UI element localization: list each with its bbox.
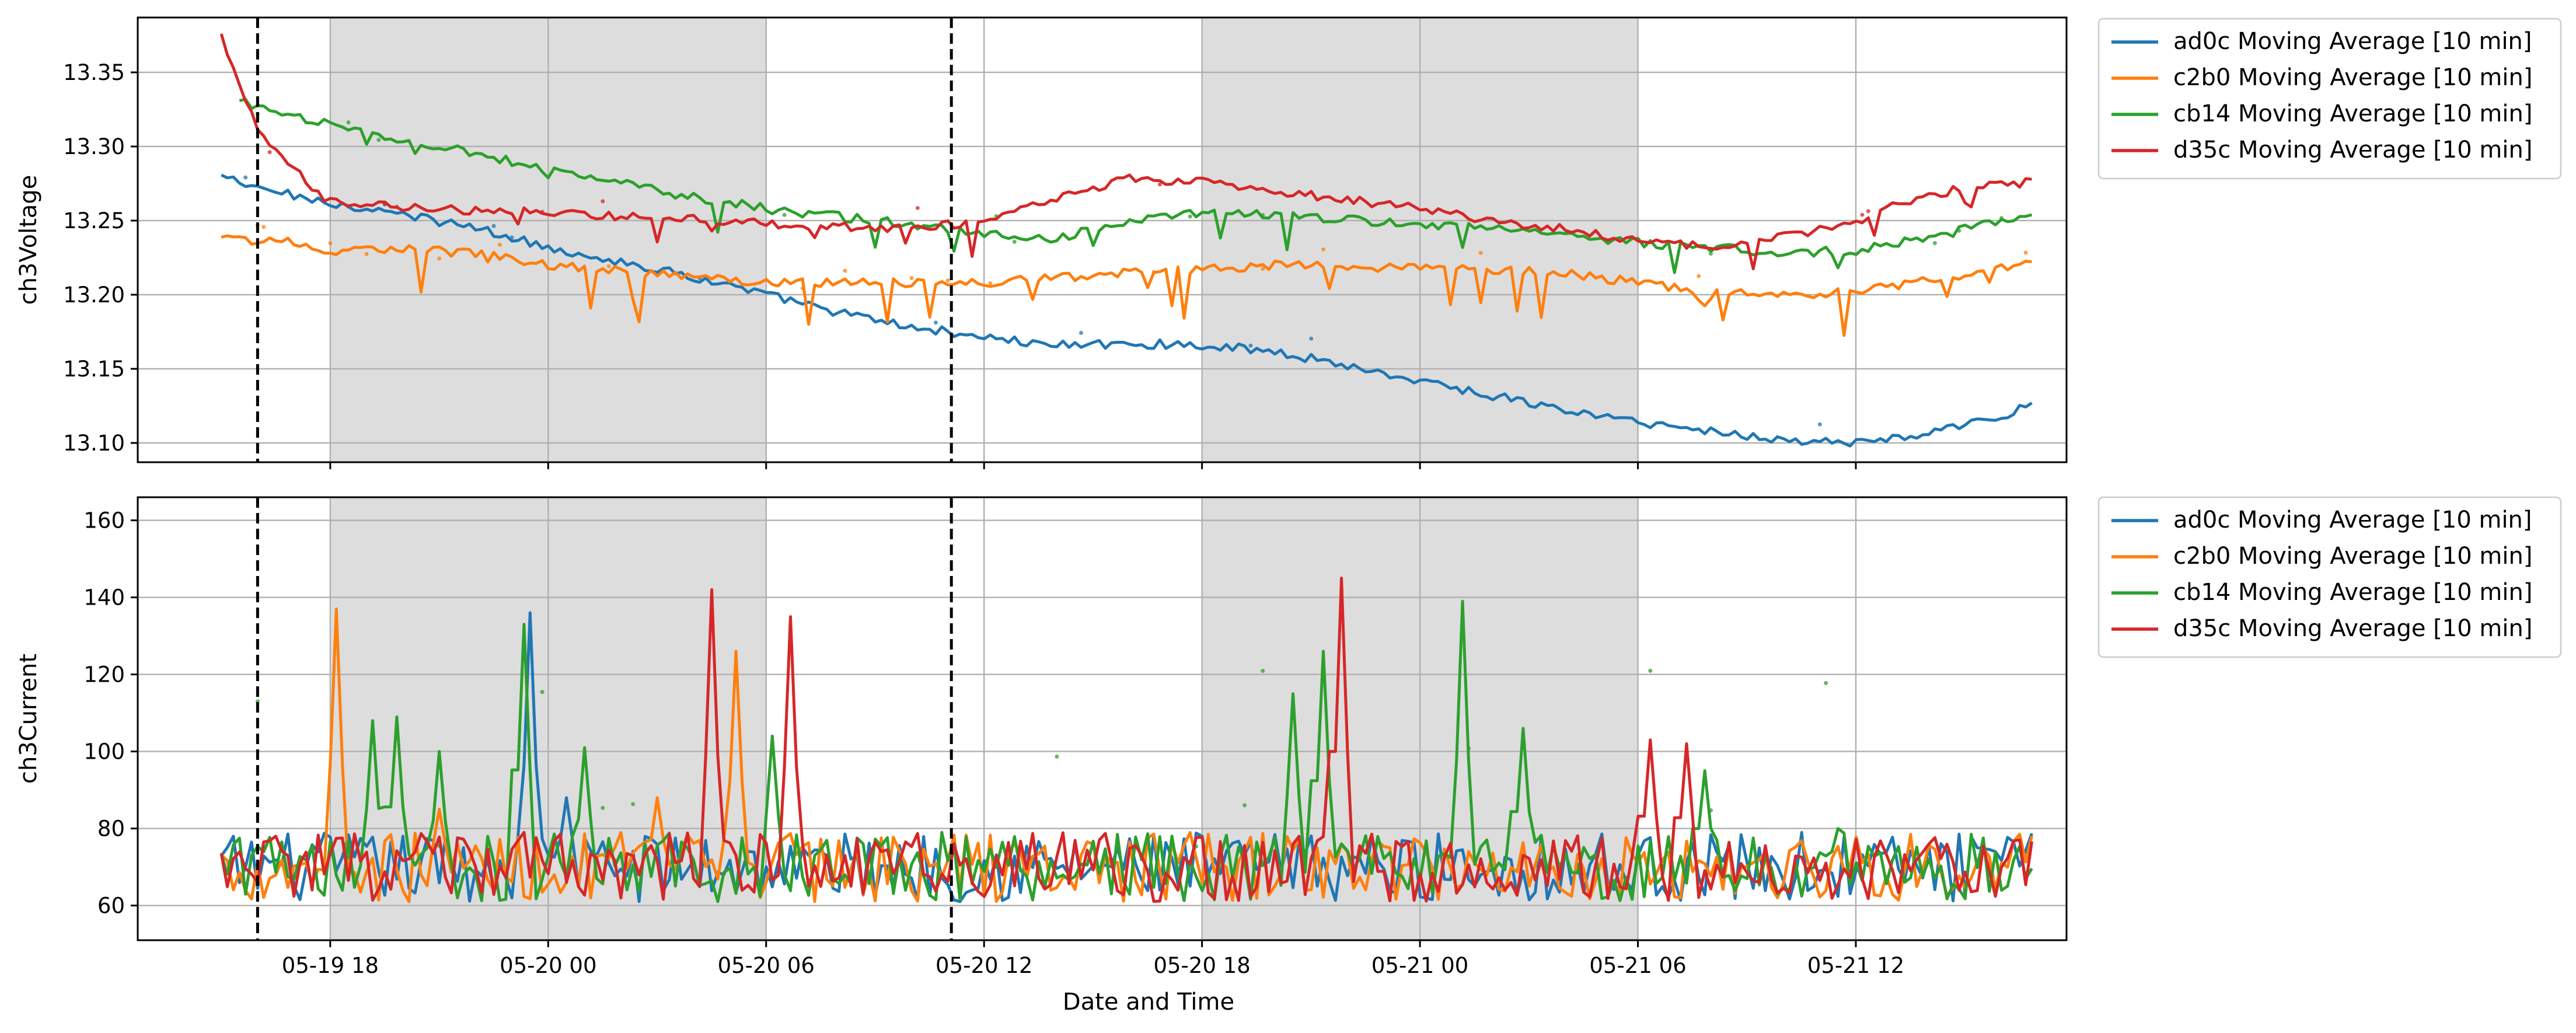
y-tick-label: 80 [97,816,125,842]
legend-entry-4: d35c Moving Average [10 min] [2173,615,2532,642]
raw-point-c2b0 [909,276,913,280]
raw-point-d35c [383,202,387,206]
raw-point-cb14 [631,802,635,806]
x-tick-label: 05-21 00 [1371,953,1468,978]
raw-point-ad0c [510,235,514,239]
legend: ad0c Moving Average [10 min] c2b0 Moving … [2099,497,2561,657]
y-tick-label: 13.20 [63,282,125,308]
raw-point-c2b0 [261,225,266,229]
legend-entry-1: ad0c Moving Average [10 min] [2173,28,2532,55]
x-tick-label: 05-20 12 [936,953,1032,978]
raw-point-cb14 [1933,241,1937,245]
raw-point-cb14 [1824,681,1828,685]
voltage-panel: 13.10 13.15 13.20 13.25 13.30 13.35 ch3Voltage… [15,18,2561,469]
raw-point-ad0c [1309,337,1313,341]
raw-point-d35c [601,199,605,203]
legend-entry-4: d35c Moving Average [10 min] [2173,137,2532,163]
raw-point-cb14 [1055,755,1059,759]
raw-point-d35c [1860,213,1864,217]
raw-point-c2b0 [988,281,992,285]
y-tick-label: 120 [83,662,125,687]
raw-point-cb14 [1999,216,2003,220]
legend-entry-1: ad0c Moving Average [10 min] [2173,507,2532,533]
raw-point-d35c [395,205,399,209]
y-tick-label: 13.10 [63,431,125,456]
raw-point-d35c [916,206,920,210]
current-panel: 60 80 100 120 140 160 ch3Current 05-19 18 05-20 … [15,497,2561,978]
x-axis-label: Date and Time [1063,989,1234,1015]
x-tick-label: 05-21 12 [1807,953,1904,978]
raw-point-cb14 [783,213,787,217]
raw-point-c2b0 [1261,267,1265,271]
raw-point-ad0c [934,320,938,324]
raw-point-c2b0 [1321,247,1325,252]
raw-point-ad0c [1249,344,1253,348]
raw-point-d35c [268,150,272,154]
x-tick-label: 05-20 00 [500,953,596,978]
raw-point-d35c [1866,209,1870,213]
raw-point-cb14 [1648,669,1652,673]
legend-entry-3: cb14 Moving Average [10 min] [2173,100,2532,127]
raw-point-cb14 [1709,252,1713,256]
raw-point-c2b0 [328,241,332,245]
raw-point-cb14 [1957,229,1961,233]
x-tick-label: 05-20 18 [1153,953,1250,978]
raw-point-c2b0 [498,243,502,247]
legend-entry-2: c2b0 Moving Average [10 min] [2173,64,2532,91]
raw-point-ad0c [492,224,496,228]
raw-point-cb14 [601,806,605,810]
x-tick-label: 05-20 06 [718,953,815,978]
raw-point-ad0c [243,176,247,180]
raw-point-cb14 [540,690,544,694]
raw-point-cb14 [376,138,381,142]
raw-point-c2b0 [437,256,441,260]
legend-entry-2: c2b0 Moving Average [10 min] [2173,543,2532,570]
y-tick-label: 13.15 [63,357,125,382]
raw-point-ad0c [1079,331,1083,335]
raw-point-cb14 [1188,214,1192,218]
raw-point-c2b0 [2024,250,2028,254]
raw-point-c2b0 [1151,270,1156,274]
raw-point-d35c [1158,182,1162,186]
raw-point-c2b0 [607,264,611,268]
raw-point-c2b0 [801,286,805,290]
raw-point-cb14 [1242,803,1247,807]
raw-point-d35c [540,210,544,214]
raw-point-cb14 [1261,669,1265,673]
y-tick-label: 100 [83,739,125,765]
x-tick-label: 05-19 18 [282,953,379,978]
raw-point-c2b0 [946,278,950,282]
y-tick-label: 60 [97,894,125,919]
y-tick-label: 140 [83,585,125,610]
y-tick-label: 13.35 [63,60,125,85]
raw-point-cb14 [347,120,351,124]
y-tick-label: 13.30 [63,134,125,159]
raw-point-cb14 [1261,213,1265,217]
y-axis-label: ch3Current [15,654,42,784]
raw-point-c2b0 [365,252,369,256]
raw-point-cb14 [1709,808,1713,812]
raw-point-cb14 [1467,746,1471,751]
raw-point-ad0c [1818,423,1822,427]
raw-point-c2b0 [1479,251,1483,255]
y-axis-label: ch3Voltage [15,175,42,305]
legend-entry-3: cb14 Moving Average [10 min] [2173,579,2532,606]
raw-point-c2b0 [843,268,847,273]
raw-point-cb14 [1013,240,1017,244]
y-tick-label: 13.25 [63,208,125,233]
raw-point-c2b0 [1697,274,1701,278]
y-tick-label: 160 [83,508,125,533]
legend: ad0c Moving Average [10 min] c2b0 Moving … [2099,19,2561,179]
raw-point-cb14 [758,878,762,882]
x-tick-label: 05-21 06 [1589,953,1686,978]
